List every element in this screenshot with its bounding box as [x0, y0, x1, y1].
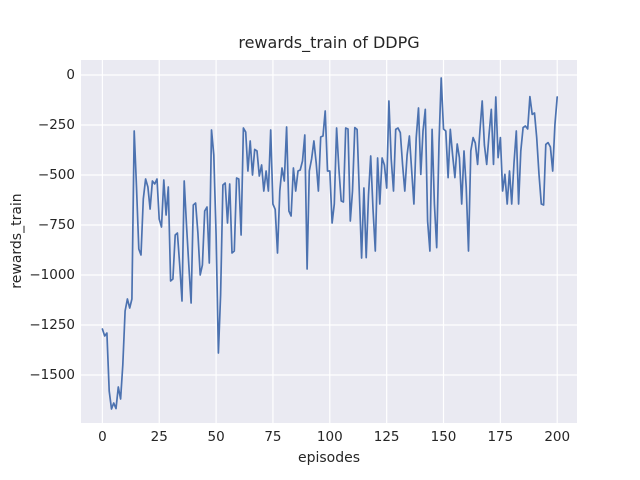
x-tick-label: 25 — [150, 429, 168, 445]
x-tick-label: 50 — [207, 429, 225, 445]
y-tick-label: −1500 — [29, 367, 75, 383]
x-tick-label: 125 — [373, 429, 400, 445]
y-tick-label: −1000 — [29, 267, 75, 283]
y-tick-label: −750 — [37, 217, 75, 233]
x-tick-label: 75 — [264, 429, 282, 445]
x-tick-label: 200 — [544, 429, 571, 445]
y-tick-label: −250 — [37, 117, 75, 133]
y-tick-label: −500 — [37, 167, 75, 183]
x-tick-label: 0 — [98, 429, 107, 445]
chart-title: rewards_train of DDPG — [238, 33, 420, 52]
x-axis-label: episodes — [297, 450, 361, 466]
x-tick-label: 100 — [316, 429, 343, 445]
x-tick-label: 175 — [487, 429, 514, 445]
series-line-rewards_train — [101, 77, 559, 410]
y-tick-label: 0 — [66, 67, 75, 83]
y-axis-label: rewards_train — [9, 193, 25, 289]
x-tick-label: 150 — [430, 429, 457, 445]
axes-background — [81, 60, 577, 423]
y-tick-label: −1250 — [29, 317, 75, 333]
